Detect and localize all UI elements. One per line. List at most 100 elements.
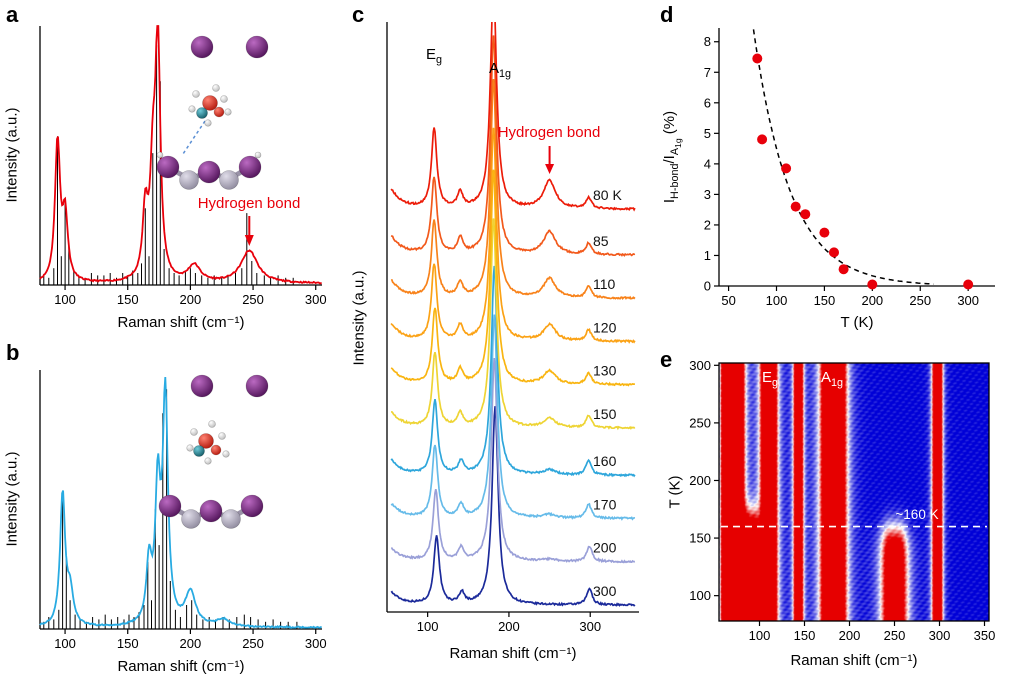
panel-c-xlabel: Raman shift (cm⁻¹) xyxy=(449,645,577,662)
x-tick-label: 150 xyxy=(117,636,139,651)
spectrum-trace-170 xyxy=(390,314,636,521)
panel-d-intensity-ratio-scatter: 50 100 150 200 250 300 0 1 2 3 4 5 6 7 8 T (K) IH-bond… xyxy=(655,0,1010,345)
data-point xyxy=(829,247,839,258)
hydrogen-bond-annotation-a: Hydrogen bond xyxy=(197,195,301,212)
panel-e-xlabel: Raman shift (cm⁻¹) xyxy=(790,652,918,669)
eg-peak-label-c: Eg xyxy=(425,46,443,66)
panel-c-temperature-series-spectra: 100 200 300 80 K 85 110 120 130 150 160 170 200 300 … xyxy=(345,0,655,689)
x-tick-label: 100 xyxy=(766,293,788,308)
panel-label-e: e xyxy=(660,347,673,372)
x-tick-label: 200 xyxy=(839,628,861,643)
panel-d-ylabel: IH-bond/IA1g (%) xyxy=(660,110,684,204)
x-tick-label: 300 xyxy=(305,292,327,307)
axes: 100 150 200 250 300 350 100 150 200 250 300 xyxy=(689,358,995,643)
y-tick-label: 100 xyxy=(689,588,711,603)
y-tick-label: 6 xyxy=(704,95,711,110)
y-tick-label: 4 xyxy=(704,156,711,171)
panel-e-raman-heatmap: 100 150 200 250 300 350 100 150 200 250 300 Raman … xyxy=(655,345,1010,689)
a1g-peak-label-c: A1g xyxy=(488,60,512,80)
data-point xyxy=(752,53,763,64)
spectrum-trace-120 xyxy=(390,127,636,344)
temperature-label: 120 xyxy=(593,319,617,335)
hydrogen-bond-dashed-line xyxy=(182,120,206,155)
x-tick-label: 250 xyxy=(242,636,264,651)
spectrum-trace-160 xyxy=(390,265,636,478)
data-point xyxy=(963,279,974,290)
panel-a-calculated-raman-spectrum: 100 150 200 250 300 Raman shift (cm⁻¹) Inten… xyxy=(0,0,345,344)
panel-a-plot: 100 150 200 250 300 xyxy=(39,25,327,307)
raman-spectrum-curve xyxy=(39,376,323,629)
x-tick-label: 100 xyxy=(417,619,439,634)
panel-e-ylabel: T (K) xyxy=(666,475,684,509)
spectrum-trace-130 xyxy=(390,169,636,387)
a1g-peak-label-e: A1g xyxy=(820,369,844,389)
x-tick-label: 250 xyxy=(909,293,931,308)
axes: 100 150 200 250 300 xyxy=(39,370,327,651)
x-tick-label: 250 xyxy=(884,628,906,643)
heatmap-canvas xyxy=(719,363,989,621)
eg-peak-label-e: Eg xyxy=(761,369,779,389)
x-tick-label: 100 xyxy=(54,292,76,307)
y-tick-label: 1 xyxy=(704,248,711,263)
spectrum-trace-300 xyxy=(390,406,636,607)
x-tick-label: 200 xyxy=(180,636,202,651)
panel-d-plot: 50 100 150 200 250 300 0 1 2 3 4 5 6 7 8 xyxy=(704,28,995,308)
transition-temperature-label: ~160 K xyxy=(895,507,939,522)
x-tick-label: 100 xyxy=(54,636,76,651)
panel-c-plot: 100 200 300 80 K 85 110 120 130 150 160 170 200 300 xyxy=(386,22,639,634)
spectrum-trace-80K xyxy=(390,22,636,212)
raman-spectrum-curve xyxy=(39,25,322,285)
x-tick-label: 100 xyxy=(749,628,771,643)
temperature-label: 110 xyxy=(593,276,616,292)
panel-c-ylabel: Intensity (a.u.) xyxy=(350,270,368,366)
panel-b-plot: 100 150 200 250 300 xyxy=(39,370,327,651)
y-tick-label: 300 xyxy=(689,358,711,373)
spectrum-trace-110 xyxy=(390,79,636,301)
panel-label-b: b xyxy=(6,340,20,365)
data-point xyxy=(800,209,811,220)
data-point xyxy=(781,163,792,174)
y-tick-label: 0 xyxy=(704,279,711,294)
data-point xyxy=(757,134,768,145)
axes: 100 150 200 250 300 xyxy=(39,26,327,307)
hydrogen-bond-annotation-c: Hydrogen bond xyxy=(497,124,601,141)
y-tick-label: 200 xyxy=(689,473,711,488)
data-point xyxy=(790,201,801,212)
data-point xyxy=(838,264,849,275)
exponential-fit-curve xyxy=(752,29,934,285)
crystal-structure-hydrogen-bond-icon xyxy=(156,35,269,190)
panel-label-a: a xyxy=(6,2,19,27)
y-tick-label: 5 xyxy=(704,126,711,141)
y-tick-label: 3 xyxy=(704,187,711,202)
panel-a-xlabel: Raman shift (cm⁻¹) xyxy=(117,314,245,331)
y-tick-label: 8 xyxy=(704,34,711,49)
temperature-label: 300 xyxy=(593,583,617,599)
x-tick-label: 200 xyxy=(180,292,202,307)
x-tick-label: 250 xyxy=(242,292,264,307)
data-points xyxy=(752,53,974,290)
y-tick-label: 150 xyxy=(689,531,711,546)
y-tick-label: 250 xyxy=(689,415,711,430)
x-tick-label: 150 xyxy=(117,292,139,307)
x-tick-label: 350 xyxy=(974,628,996,643)
panel-label-c: c xyxy=(352,2,365,27)
panel-e-plot: 100 150 200 250 300 350 100 150 200 250 300 xyxy=(689,358,995,643)
x-tick-label: 200 xyxy=(861,293,883,308)
x-tick-label: 50 xyxy=(721,293,735,308)
panel-b-calculated-raman-spectrum: 100 150 200 250 300 Raman shift (cm⁻¹) Inten… xyxy=(0,344,345,689)
arrowhead-icon xyxy=(244,235,254,246)
x-tick-label: 200 xyxy=(498,619,520,634)
data-point xyxy=(867,279,878,290)
x-tick-label: 300 xyxy=(305,636,327,651)
y-tick-label: 2 xyxy=(704,217,711,232)
spectra-traces xyxy=(390,22,636,607)
temperature-label: 85 xyxy=(593,233,609,249)
y-tick-label: 7 xyxy=(704,65,711,80)
panel-a-ylabel: Intensity (a.u.) xyxy=(3,107,21,203)
x-tick-label: 300 xyxy=(957,293,979,308)
spectrum-trace-85 xyxy=(390,35,636,257)
crystal-structure-no-hydrogen-bond-icon xyxy=(158,374,269,529)
x-tick-label: 150 xyxy=(814,293,836,308)
temperature-label: 160 xyxy=(593,453,617,469)
